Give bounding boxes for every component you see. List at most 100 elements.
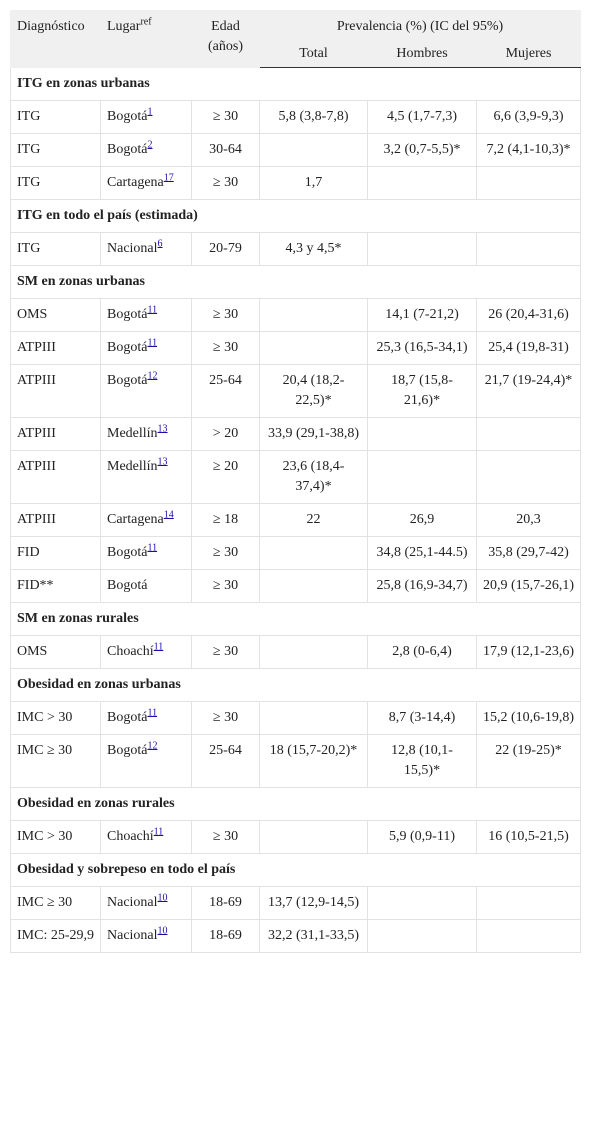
header-sup: ref [140, 16, 152, 28]
section-cell: ITG en zonas urbanas [9, 67, 582, 101]
table-row: Obesidad en zonas rurales [9, 787, 582, 821]
cell-text: 22 (19-25)* [495, 743, 562, 758]
cell-text: ITG [17, 109, 41, 124]
cell [367, 232, 477, 266]
cell-text: ≥ 30 [212, 578, 239, 593]
cell-text: IMC > 30 [17, 710, 73, 725]
reference: 11 [147, 542, 157, 553]
cell-text: 4,3 y 4,5* [285, 241, 342, 256]
table-row: ATPIII Medellín13 > 20 33,9 (29,1-38,8) [10, 417, 582, 451]
cell-text: 16 (10,5-21,5) [488, 829, 569, 844]
cell-text: Bogotá [107, 373, 148, 388]
reference-link[interactable]: 11 [147, 707, 158, 719]
cell-text: 25,3 (16,5-34,1) [376, 340, 468, 355]
header-cell: Prevalencia (%) (IC del 95%) [258, 10, 582, 41]
cell-text: 4,5 (1,7-7,3) [387, 109, 457, 124]
cell: Bogotá11 [100, 701, 192, 735]
table-row: SM en zonas rurales [9, 602, 582, 636]
header-text: Edad (años) [208, 19, 243, 54]
section-cell: ITG en todo el país (estimada) [9, 199, 582, 233]
section-title: Obesidad en zonas rurales [17, 796, 175, 811]
cell: Bogotá12 [100, 734, 192, 788]
cell: 22 [259, 503, 368, 537]
header-cell: Mujeres [475, 40, 582, 68]
reference-link[interactable]: 12 [147, 740, 158, 752]
cell: > 20 [191, 417, 260, 451]
cell: Medellín13 [100, 450, 192, 504]
cell [475, 919, 582, 953]
cell-text: 15,2 (10,6-19,8) [483, 710, 575, 725]
cell [259, 569, 368, 603]
cell-text: 26,9 [409, 512, 435, 527]
section-title: ITG en todo el país (estimada) [17, 208, 198, 223]
reference-link[interactable]: 11 [147, 542, 158, 554]
section-title: SM en zonas rurales [17, 611, 139, 626]
reference-link[interactable]: 10 [157, 925, 168, 937]
cell-text: 20-79 [209, 241, 242, 256]
table-row: OMS Bogotá11 ≥ 30 14,1 (7-21,2) 26 (20,4-31,… [10, 298, 582, 332]
section-title: Obesidad en zonas urbanas [17, 677, 181, 692]
reference-link[interactable]: 13 [157, 456, 168, 468]
reference-link[interactable]: 11 [147, 304, 158, 316]
cell [367, 166, 477, 200]
reference-link[interactable]: 2 [147, 139, 153, 151]
reference-link[interactable]: 10 [157, 892, 168, 904]
reference-link[interactable]: 11 [147, 337, 158, 349]
cell: 16 (10,5-21,5) [475, 820, 582, 854]
reference-link[interactable]: 1 [147, 106, 153, 118]
reference-link[interactable]: 11 [153, 641, 164, 653]
cell: 25,3 (16,5-34,1) [367, 331, 477, 365]
cell: 1,7 [259, 166, 368, 200]
reference-link[interactable]: 6 [157, 238, 163, 250]
cell: 23,6 (18,4-37,4)* [259, 450, 368, 504]
header-cell: Diagnóstico [10, 10, 101, 68]
cell [475, 166, 582, 200]
reference-link[interactable]: 11 [153, 826, 164, 838]
cell-text: 21,7 (19-24,4)* [484, 373, 573, 388]
cell-text: 18-69 [209, 895, 242, 910]
cell-text: Bogotá [107, 710, 148, 725]
cell: ITG [10, 232, 101, 266]
table-row: ATPIII Bogotá11 ≥ 30 25,3 (16,5-34,1) 25,4 (… [10, 331, 582, 365]
cell: FID** [10, 569, 101, 603]
section-cell: Obesidad en zonas rurales [9, 787, 582, 821]
cell-text: 35,8 (29,7-42) [488, 545, 569, 560]
cell: 5,8 (3,8-7,8) [259, 100, 368, 134]
cell: ≥ 30 [191, 569, 260, 603]
cell: 26,9 [367, 503, 477, 537]
reference-link[interactable]: 12 [147, 370, 158, 382]
table-row: ITG Nacional6 20-79 4,3 y 4,5* [10, 232, 582, 266]
table-row: SM en zonas urbanas [9, 265, 582, 299]
section-cell: Obesidad en zonas urbanas [9, 668, 582, 702]
cell: 20,9 (15,7-26,1) [475, 569, 582, 603]
reference-link[interactable]: 14 [163, 509, 174, 521]
cell: 35,8 (29,7-42) [475, 536, 582, 570]
cell-text: 18 (15,7-20,2)* [269, 743, 358, 758]
cell: 33,9 (29,1-38,8) [259, 417, 368, 451]
cell: ≥ 30 [191, 820, 260, 854]
cell [259, 298, 368, 332]
reference: 11 [147, 304, 157, 315]
cell-text: 6,6 (3,9-9,3) [493, 109, 564, 124]
table-row: ITG Cartagena17 ≥ 30 1,7 [10, 166, 582, 200]
header-text: Total [299, 46, 328, 61]
cell: ITG [10, 100, 101, 134]
cell: ≥ 30 [191, 298, 260, 332]
cell: OMS [10, 635, 101, 669]
cell: 6,6 (3,9-9,3) [475, 100, 582, 134]
table-body: ITG en zonas urbanas ITG Bogotá 1 ≥ 30 5,8 (3… [9, 67, 582, 953]
cell: Medellín13 [100, 417, 192, 451]
cell: ITG [10, 166, 101, 200]
table-row: IMC > 30 Bogotá11 ≥ 30 8,7 (3-14,4) 15,2 (10… [10, 701, 582, 735]
reference-link[interactable]: 17 [163, 172, 174, 184]
prevalence-table: Diagnóstico Lugarref Edad (años) Prevale… [9, 10, 582, 953]
cell: 25-64 [191, 364, 260, 418]
cell-text: IMC > 30 [17, 829, 73, 844]
cell-text: Bogotá [107, 307, 148, 322]
reference-link[interactable]: 13 [157, 423, 168, 435]
cell-text: 34,8 (25,1-44.5) [376, 545, 468, 560]
cell-text: 12,8 (10,1-15,5)* [391, 743, 453, 778]
cell: ≥ 20 [191, 450, 260, 504]
cell-text: Nacional [107, 895, 158, 910]
cell: ≥ 30 [191, 701, 260, 735]
